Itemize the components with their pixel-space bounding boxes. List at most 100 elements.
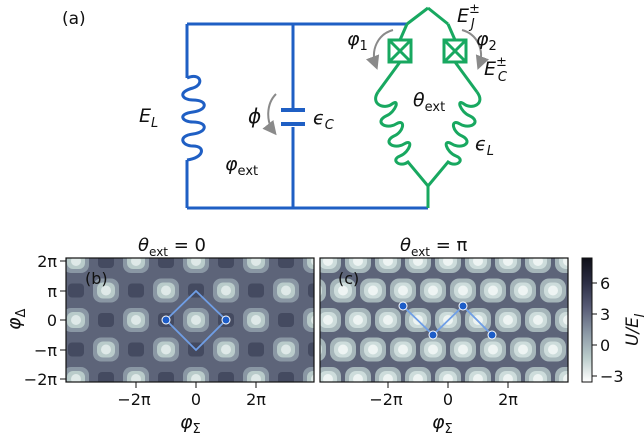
contour-c: [450, 397, 476, 421]
ridge-b: [248, 342, 264, 357]
contour-c: [334, 401, 352, 417]
ridge-b: [68, 342, 84, 357]
y-ticks: [60, 260, 66, 380]
well-c: [548, 344, 558, 355]
well-c: [488, 285, 498, 296]
well-c: [518, 344, 528, 355]
well-c: [323, 258, 333, 266]
well-b: [131, 315, 141, 325]
well-b: [221, 285, 231, 296]
well-b: [251, 315, 261, 325]
contour-c: [320, 338, 326, 361]
contour-b: [333, 220, 359, 244]
well-c: [368, 344, 378, 355]
contour-c: [600, 220, 626, 244]
well-c: [548, 227, 558, 237]
well-b: [101, 404, 111, 414]
contour-c: [334, 224, 352, 240]
panel-c-frame: [319, 257, 569, 383]
well-b: [131, 374, 141, 382]
well-b: [221, 404, 231, 414]
well-c: [593, 256, 603, 266]
contour-b: [273, 220, 299, 244]
well-c: [323, 315, 333, 325]
well-c: [488, 227, 498, 237]
label-phi-ext: φext: [225, 153, 258, 179]
ridge-b: [128, 342, 144, 357]
x-tick-labels-b: −2π 0 2π: [117, 390, 266, 409]
well-b: [161, 285, 171, 296]
well-c: [413, 374, 423, 382]
cb-tick-3: 3: [600, 305, 610, 324]
contour-b: [277, 224, 295, 240]
well-c: [458, 404, 468, 414]
well-b: [71, 258, 81, 266]
contour-b: [97, 401, 115, 417]
well-b: [311, 374, 314, 382]
contour-c: [364, 224, 382, 240]
well-c: [443, 258, 453, 266]
well-c: [488, 344, 498, 355]
well-b: [191, 374, 201, 382]
contour-c: [330, 397, 356, 421]
contour-b: [337, 401, 355, 417]
y-tick-minus-2pi: −2π: [24, 370, 58, 389]
well-c: [338, 404, 348, 414]
label-EL: EL: [139, 105, 158, 131]
contour-b: [93, 220, 119, 244]
well-c: [548, 285, 558, 296]
well-c: [608, 404, 618, 414]
contour-b: [333, 397, 359, 421]
well-c: [353, 315, 363, 325]
contour-c: [304, 401, 322, 417]
ridge-b: [248, 225, 264, 239]
well-c: [458, 344, 468, 355]
contour-c: [574, 224, 592, 240]
x-tick-c-minus-2pi: −2π: [369, 390, 403, 409]
contour-b: [33, 220, 59, 244]
contour-c: [304, 224, 322, 240]
contour-b: [97, 224, 115, 240]
well-b: [41, 227, 51, 237]
contour-c: [604, 401, 622, 417]
label-EC: E± C: [484, 55, 508, 85]
well-c: [383, 374, 393, 382]
colorbar-ticks: [592, 282, 597, 377]
y-tick-labels: 2π π 0 −π −2π: [24, 252, 58, 389]
x-tick-b-2pi: 2π: [246, 390, 266, 409]
well-c: [548, 404, 558, 414]
panel-b-title: θext = 0: [138, 235, 206, 259]
cb-tick-0: 0: [600, 336, 610, 355]
well-c: [353, 374, 363, 382]
panel-b-map: [33, 220, 359, 421]
well-c: [383, 315, 393, 325]
well-c: [563, 374, 568, 382]
well-b: [281, 285, 291, 296]
ridge-b: [158, 372, 174, 382]
ridge-b: [98, 313, 114, 327]
contour-b: [217, 401, 235, 417]
well-c: [473, 374, 483, 382]
contour-c: [604, 224, 622, 240]
cb-tick-6: 6: [600, 274, 610, 293]
x-tick-b-0: 0: [191, 390, 201, 409]
contour-c: [484, 224, 502, 240]
well-c: [503, 258, 513, 266]
ridge-b: [248, 283, 264, 298]
x-axis-label-b: φΣ: [180, 411, 201, 437]
well-b: [41, 404, 51, 414]
panel-c-tag: (c): [338, 269, 359, 288]
panel-b-tag: (b): [85, 269, 108, 288]
well-b: [281, 344, 291, 355]
contour-c: [454, 401, 472, 417]
x-ticks-b: [135, 382, 257, 388]
panel-c-title: θext = π: [400, 235, 468, 259]
well-c: [443, 374, 453, 382]
panel-c-dot-1: [398, 301, 408, 311]
contour-b: [277, 401, 295, 417]
contour-c: [540, 220, 566, 244]
x-tick-labels-c: −2π 0 2π: [369, 390, 518, 409]
x-tick-c-0: 0: [443, 390, 453, 409]
well-c: [428, 344, 438, 355]
